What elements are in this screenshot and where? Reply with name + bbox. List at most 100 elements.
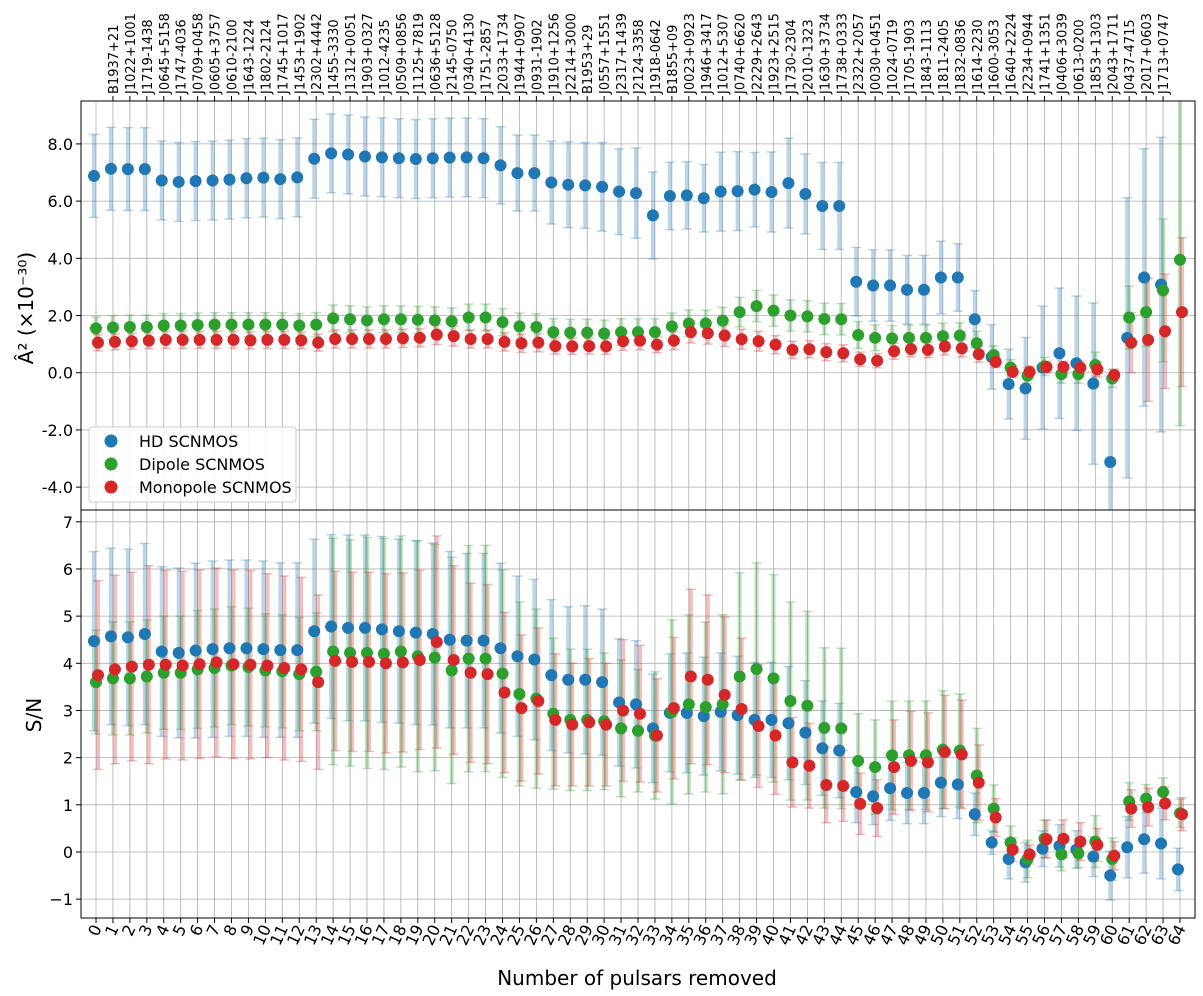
pulsar-tick-label: B1953+29 xyxy=(581,25,596,94)
data-point xyxy=(566,718,579,731)
data-point xyxy=(375,151,388,164)
data-point xyxy=(496,667,509,680)
pulsar-tick-label: J1600-3053 xyxy=(988,19,1003,95)
data-point xyxy=(803,343,816,356)
data-point xyxy=(1023,365,1036,378)
pulsar-tick-label: J1946+3417 xyxy=(700,13,715,95)
data-point xyxy=(953,329,966,342)
data-point xyxy=(392,152,405,165)
data-point xyxy=(344,313,357,326)
data-point xyxy=(363,655,375,668)
data-point xyxy=(123,672,136,685)
data-point xyxy=(682,698,695,711)
pulsar-tick-label: J1453+1902 xyxy=(293,13,308,95)
data-point xyxy=(903,331,915,344)
data-point xyxy=(394,645,407,658)
data-point xyxy=(646,209,659,222)
data-point xyxy=(869,331,882,344)
data-point xyxy=(803,759,816,772)
data-point xyxy=(172,175,185,188)
data-point xyxy=(344,646,357,659)
data-point xyxy=(886,749,899,762)
data-point xyxy=(1087,850,1100,863)
pulsar-tick-label: J1751-2857 xyxy=(480,19,495,95)
data-point xyxy=(936,330,949,343)
data-point xyxy=(632,724,644,737)
data-point xyxy=(955,748,968,761)
data-point xyxy=(377,313,390,326)
pulsar-tick-label: J1024-0719 xyxy=(886,19,901,95)
pulsar-name-axis: B1937+21 J1022+1001 J1719-1438 J0645+5158 J1… xyxy=(107,13,1172,101)
data-point xyxy=(1002,378,1015,391)
pulsar-tick-label: J1630+3734 xyxy=(818,13,833,95)
data-point xyxy=(276,318,289,331)
pulsar-tick-label: B1937+21 xyxy=(107,25,122,94)
data-point xyxy=(837,779,850,792)
data-point xyxy=(598,327,611,340)
data-point xyxy=(596,676,609,689)
data-point xyxy=(1002,853,1015,866)
data-point xyxy=(921,343,934,356)
data-point xyxy=(634,334,646,347)
y-tick-label: −1 xyxy=(49,890,73,909)
data-point xyxy=(816,742,829,755)
pulsar-tick-label: J1944+0907 xyxy=(513,13,528,95)
data-point xyxy=(617,704,630,717)
data-point xyxy=(1040,833,1053,846)
pulsar-tick-label: J0931-1902 xyxy=(530,19,545,95)
data-point xyxy=(413,331,426,344)
data-point xyxy=(1019,382,1032,395)
pulsar-tick-label: J2145-0750 xyxy=(446,19,461,95)
data-point xyxy=(447,653,460,666)
data-point xyxy=(225,318,238,331)
data-point xyxy=(972,776,985,789)
data-point xyxy=(547,326,560,339)
data-point xyxy=(361,314,373,327)
data-point xyxy=(312,676,325,689)
data-point xyxy=(1172,863,1184,876)
data-point xyxy=(244,658,257,671)
pulsar-tick-label: J0437-4715 xyxy=(1123,19,1138,95)
data-point xyxy=(884,279,897,292)
x-tick-label: 64 xyxy=(1164,922,1190,948)
data-point xyxy=(293,319,306,332)
data-point xyxy=(884,782,897,795)
data-point xyxy=(121,631,134,644)
pulsar-tick-label: J1640+2224 xyxy=(1005,13,1020,95)
data-point xyxy=(477,152,490,165)
data-point xyxy=(1138,271,1151,284)
data-point xyxy=(1006,843,1019,856)
data-point xyxy=(989,355,1002,368)
y-tick-label: 6.0 xyxy=(48,192,73,211)
data-point xyxy=(193,333,206,346)
data-point xyxy=(295,334,308,347)
data-point xyxy=(697,710,710,723)
pulsar-tick-label: J2017+0603 xyxy=(1140,13,1155,95)
data-point xyxy=(1142,333,1155,346)
data-point xyxy=(123,320,136,333)
x-axis: 0123456789101112131415161718192021222324… xyxy=(84,918,1190,948)
pulsar-tick-label: J2010-1323 xyxy=(801,19,816,95)
data-point xyxy=(445,664,458,677)
data-point xyxy=(511,167,524,180)
data-point xyxy=(852,328,865,341)
data-point xyxy=(767,304,780,317)
data-point xyxy=(108,663,121,676)
data-point xyxy=(140,320,153,333)
data-point xyxy=(278,662,291,675)
data-point xyxy=(748,183,761,196)
data-point xyxy=(1108,849,1121,862)
pulsar-tick-label: J1802-2124 xyxy=(259,19,274,95)
data-point xyxy=(782,717,795,730)
data-point xyxy=(850,786,863,799)
pulsar-tick-label: J1455-3330 xyxy=(327,19,342,95)
data-point xyxy=(223,173,236,186)
pulsar-tick-label: J2124-3358 xyxy=(632,19,647,95)
data-point xyxy=(1091,363,1104,376)
data-point xyxy=(901,283,913,296)
data-point xyxy=(968,313,981,326)
data-point xyxy=(308,625,321,638)
data-point xyxy=(917,787,930,800)
data-point xyxy=(312,336,325,349)
data-point xyxy=(989,811,1002,824)
